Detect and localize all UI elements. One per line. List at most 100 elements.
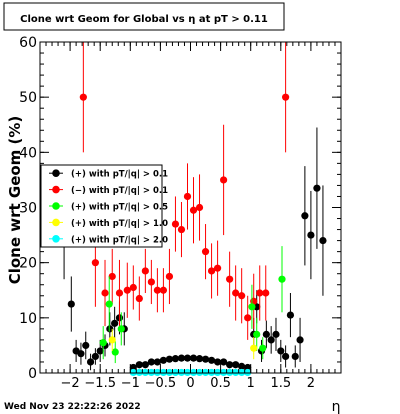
- data-point: [207, 368, 216, 377]
- data-point: [153, 286, 161, 294]
- data-point: [101, 289, 109, 297]
- x-tick-label: 0: [186, 376, 194, 391]
- data-point: [159, 356, 168, 364]
- y-tick-label: 0: [28, 366, 37, 382]
- data-point: [147, 368, 155, 377]
- data-point: [296, 336, 304, 344]
- data-point: [165, 272, 174, 281]
- data-point: [177, 368, 186, 377]
- data-point: [183, 354, 192, 362]
- data-point: [213, 368, 222, 377]
- data-point: [244, 314, 252, 322]
- data-point: [86, 358, 95, 366]
- x-tick-label: −1: [121, 376, 140, 391]
- data-point: [307, 231, 315, 239]
- data-point: [171, 355, 180, 363]
- data-point: [106, 325, 114, 333]
- y-tick-label: 40: [19, 145, 37, 161]
- legend-marker: [52, 202, 60, 210]
- legend-marker: [52, 169, 60, 177]
- legend-marker: [52, 235, 60, 243]
- data-point: [135, 361, 143, 369]
- data-point: [108, 336, 116, 344]
- data-point: [91, 352, 99, 361]
- data-point: [111, 319, 119, 327]
- legend-label: (+) with pT/|q| > 2.0: [71, 235, 168, 245]
- data-point: [189, 368, 198, 377]
- x-tick-label: −1.5: [84, 376, 116, 391]
- x-tick-label: 0.5: [210, 376, 231, 391]
- data-point: [147, 358, 155, 366]
- data-point: [207, 356, 216, 364]
- data-point: [248, 303, 256, 311]
- x-axis-label: η: [332, 399, 341, 414]
- data-point: [213, 358, 222, 366]
- chart-title: Clone wrt Geom for Global vs η at pT > 0…: [20, 14, 268, 25]
- legend-label: (−) with pT/|q| > 0.1: [71, 186, 168, 196]
- data-point: [244, 368, 252, 377]
- data-point: [108, 272, 116, 281]
- series-3: [108, 328, 258, 360]
- data-point: [159, 368, 168, 377]
- data-point: [286, 311, 295, 319]
- data-point: [253, 330, 261, 338]
- series-0: [60, 127, 327, 372]
- data-point: [313, 184, 321, 192]
- data-point: [165, 355, 174, 363]
- data-point: [105, 300, 113, 308]
- data-point: [189, 206, 198, 214]
- data-point: [291, 352, 299, 361]
- data-point: [183, 192, 192, 201]
- data-point: [135, 294, 143, 303]
- x-tick-label: 2: [307, 376, 315, 391]
- data-point: [267, 336, 275, 344]
- data-point: [201, 368, 210, 377]
- data-point: [282, 93, 290, 101]
- data-point: [165, 368, 174, 377]
- data-point: [129, 363, 137, 372]
- data-point: [177, 354, 186, 362]
- data-point: [141, 361, 149, 369]
- data-point: [232, 368, 240, 377]
- data-point: [262, 289, 270, 297]
- y-tick-label: 50: [19, 90, 37, 106]
- data-point: [117, 325, 125, 333]
- data-point: [259, 344, 267, 352]
- data-point: [129, 283, 137, 292]
- y-tick-label: 30: [19, 201, 37, 217]
- legend-label: (+) with pT/|q| > 0.1: [71, 170, 168, 180]
- x-tick-label: −0.5: [145, 376, 177, 391]
- legend-marker: [52, 218, 60, 227]
- data-point: [67, 300, 75, 308]
- data-point: [195, 368, 204, 377]
- data-point: [77, 350, 85, 358]
- title-box: [3, 2, 285, 31]
- data-point: [226, 275, 234, 283]
- data-point: [226, 368, 234, 377]
- data-point: [232, 289, 240, 297]
- data-point: [207, 267, 216, 275]
- data-point: [129, 368, 137, 377]
- data-point: [201, 355, 210, 363]
- data-point: [79, 93, 87, 101]
- data-point: [135, 368, 143, 377]
- data-point: [159, 286, 168, 294]
- legend-label: (+) with pT/|q| > 0.5: [71, 203, 168, 213]
- data-point: [250, 344, 258, 352]
- data-point: [99, 339, 107, 347]
- data-point: [183, 368, 192, 377]
- legend: (+) with pT/|q| > 0.1 (−) with pT/|q| > 0…: [40, 164, 168, 248]
- data-point: [220, 368, 228, 377]
- x-tick-label: −2: [61, 376, 80, 391]
- data-point: [278, 275, 286, 283]
- data-point: [220, 358, 228, 366]
- data-point: [147, 278, 155, 286]
- y-tick-label: 10: [19, 311, 37, 327]
- data-point: [238, 368, 246, 377]
- series-2: [99, 246, 286, 364]
- data-point: [171, 368, 180, 377]
- y-tick-label: 20: [19, 256, 37, 272]
- legend-marker: [52, 185, 60, 194]
- legend-label: (+) with pT/|q| > 1.0: [71, 219, 168, 229]
